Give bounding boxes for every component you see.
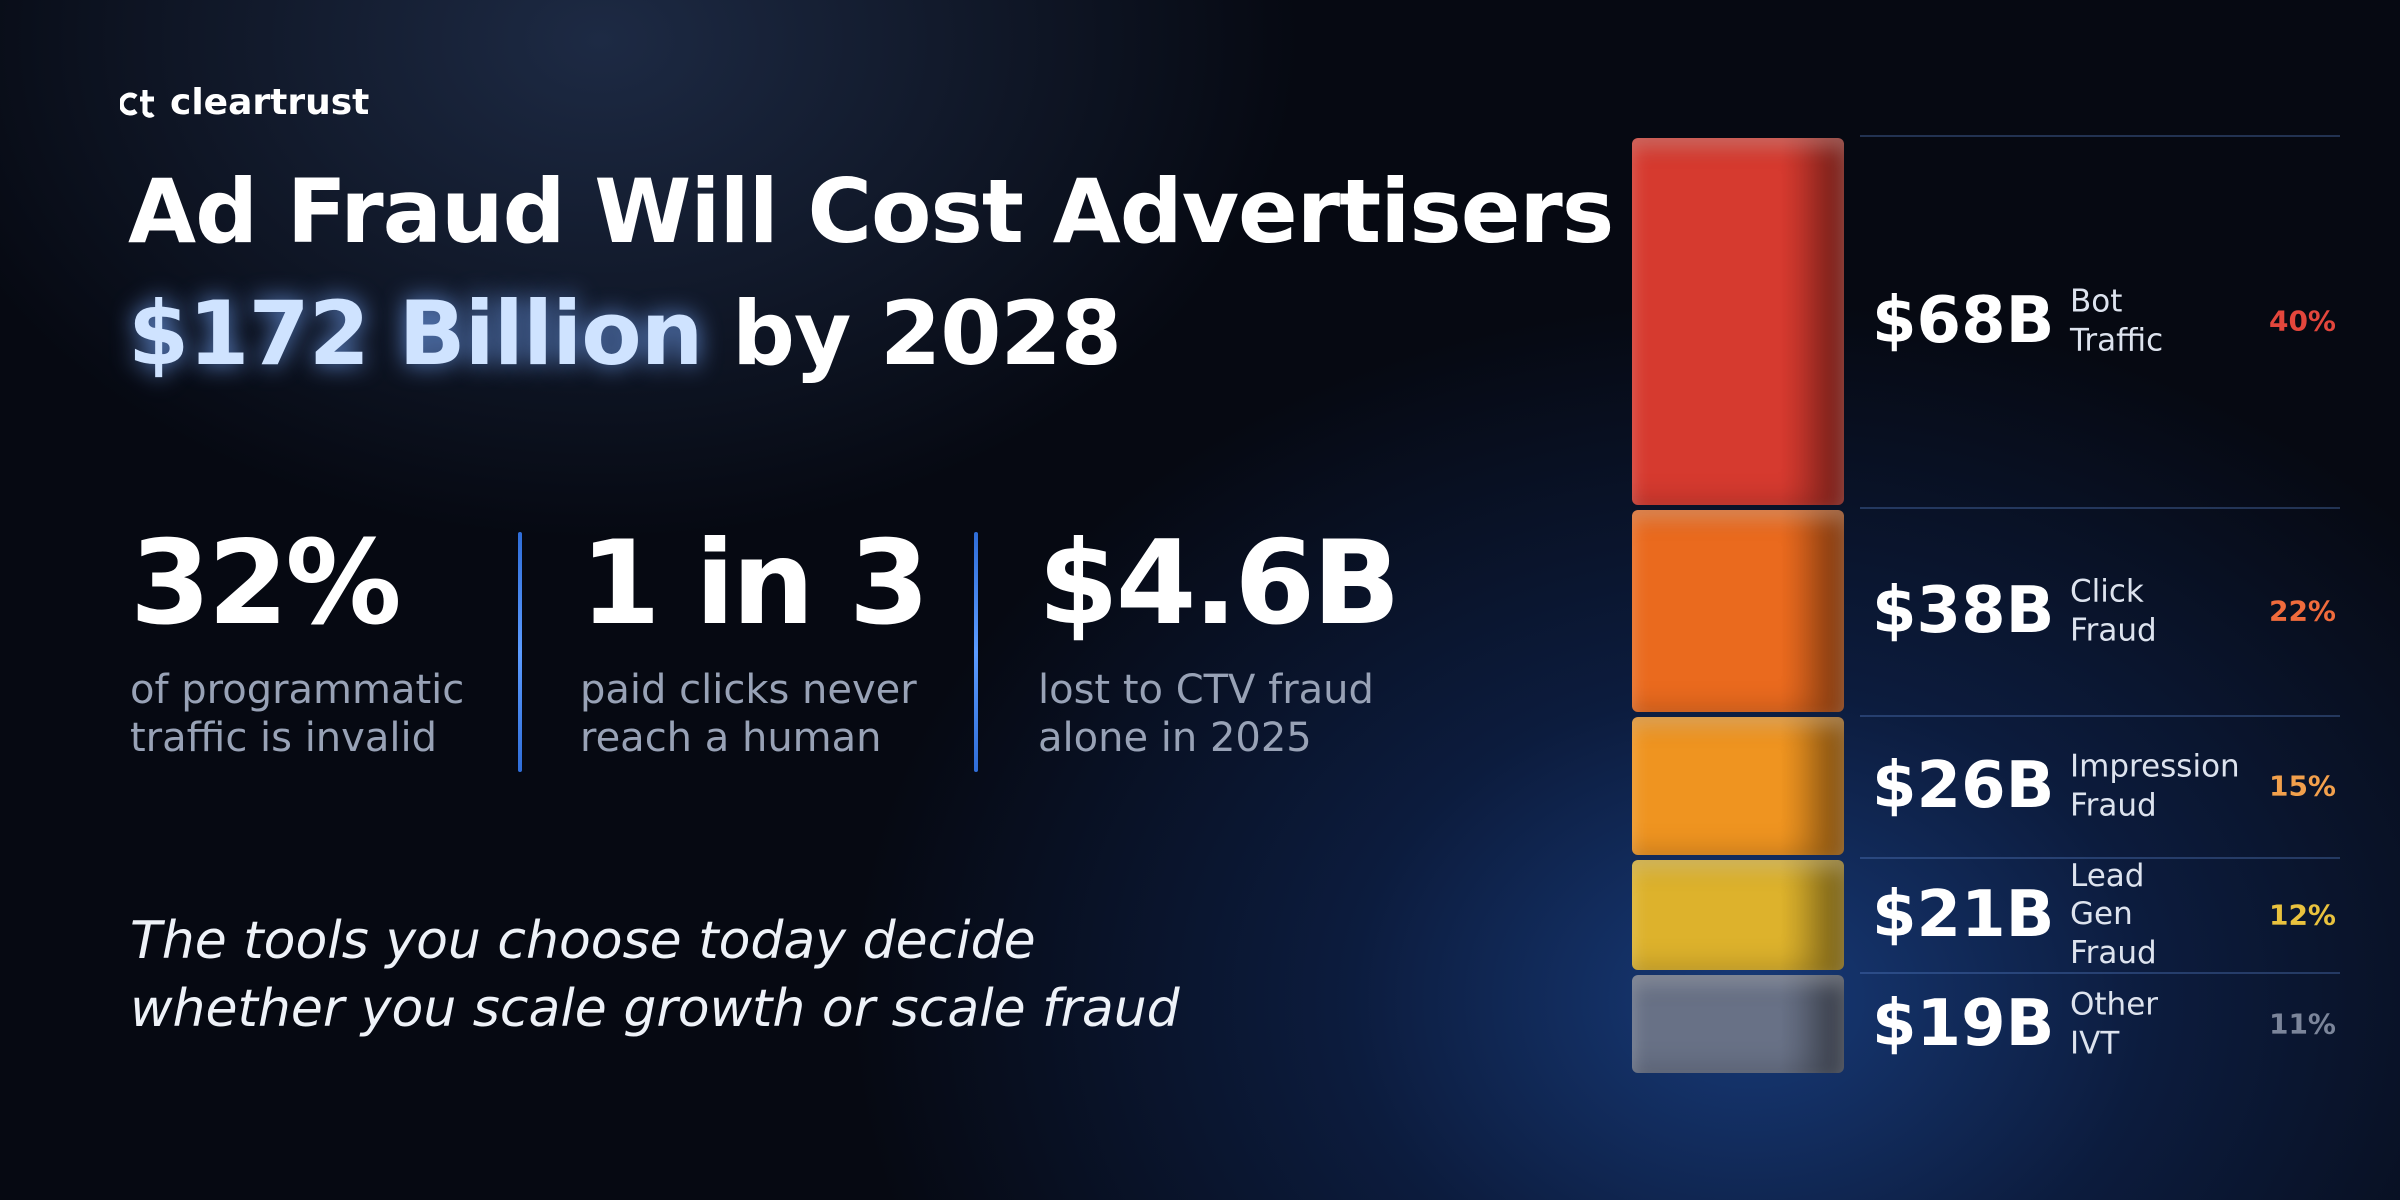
bar-segment [1632, 717, 1844, 855]
divider-line [1860, 135, 2340, 137]
divider [518, 532, 522, 772]
stat-value: 32% [130, 516, 402, 651]
segment-name: Click Fraud [2070, 573, 2157, 648]
stat-value: $4.6B [1038, 516, 1401, 651]
bar-segment [1632, 137, 1844, 505]
bar-segment [1632, 859, 1844, 970]
share-label: 22% [2268, 594, 2336, 628]
brand-name: cleartrust [170, 82, 370, 123]
tagline: The tools you choose today decide whethe… [130, 911, 1180, 1039]
stat-caption: of programmatic traffic is invalid [130, 666, 465, 761]
value-label: $38B [1872, 573, 2055, 648]
divider [974, 532, 978, 772]
share-label: 15% [2268, 769, 2336, 803]
stat: $4.6B lost to CTV fraud alone in 2025 [1038, 520, 1458, 762]
segment-name: Bot Traffic [2070, 283, 2164, 358]
highlight: $172 Billion [128, 282, 703, 385]
logo [120, 89, 155, 118]
headline-rest: by 2028 [732, 282, 1122, 385]
value-label: $68B [1872, 284, 2055, 358]
headline: $172 Billion by 2028 [128, 282, 1122, 385]
segment-name: Impression Fraud [2070, 748, 2240, 824]
bar-segment [1632, 974, 1844, 1074]
divider-line [1860, 507, 2340, 510]
divider-line [1860, 714, 2340, 717]
value-label: $19B [1872, 987, 2055, 1062]
stat: 1 in 3 paid clicks never reach a human [580, 520, 1000, 762]
stat-caption: lost to CTV fraud alone in 2025 [1038, 666, 1374, 761]
stat-caption: paid clicks never reach a human [580, 666, 917, 761]
value-label: $26B [1872, 749, 2055, 824]
segment-name: Other IVT [2070, 986, 2159, 1062]
share-label: 40% [2268, 304, 2336, 338]
headline: Ad Fraud Will Cost Advertisers [128, 160, 1614, 263]
stat: 32% of programmatic traffic is invalid [130, 520, 550, 762]
bar-segment [1632, 509, 1844, 713]
divider-line [1860, 972, 2340, 975]
stat-value: 1 in 3 [580, 516, 930, 651]
share-label: 11% [2268, 1007, 2336, 1041]
share-label: 12% [2268, 898, 2336, 932]
divider-line [1860, 857, 2340, 860]
segment-name: Lead Gen Fraud [2070, 857, 2157, 971]
brand: cleartrust [120, 82, 369, 123]
value-label: $21B [1872, 877, 2055, 952]
